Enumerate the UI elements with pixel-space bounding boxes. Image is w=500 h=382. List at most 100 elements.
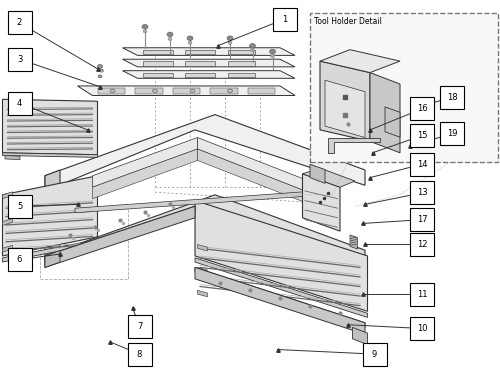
Circle shape — [227, 36, 233, 40]
FancyBboxPatch shape — [410, 233, 434, 256]
Circle shape — [167, 32, 173, 37]
Polygon shape — [185, 73, 215, 77]
Text: Tool Holder Detail: Tool Holder Detail — [314, 17, 382, 26]
Polygon shape — [45, 251, 60, 267]
Circle shape — [250, 49, 254, 52]
Circle shape — [190, 89, 195, 93]
Polygon shape — [310, 164, 325, 183]
Text: 12: 12 — [417, 240, 427, 249]
Polygon shape — [122, 48, 295, 55]
Polygon shape — [195, 201, 368, 311]
Polygon shape — [198, 149, 310, 204]
Text: 2: 2 — [17, 18, 22, 28]
Bar — [40, 208, 128, 279]
Text: 8: 8 — [137, 350, 142, 359]
Polygon shape — [370, 73, 400, 153]
Circle shape — [228, 41, 232, 44]
Polygon shape — [2, 176, 98, 256]
Polygon shape — [195, 267, 365, 334]
FancyBboxPatch shape — [440, 86, 464, 109]
FancyBboxPatch shape — [410, 153, 434, 176]
Polygon shape — [2, 219, 12, 225]
Polygon shape — [45, 195, 365, 267]
Text: 5: 5 — [17, 202, 22, 211]
Polygon shape — [302, 168, 355, 187]
Circle shape — [100, 69, 103, 72]
Polygon shape — [352, 327, 368, 345]
FancyBboxPatch shape — [8, 48, 32, 71]
Text: 10: 10 — [417, 324, 427, 333]
FancyBboxPatch shape — [410, 181, 434, 204]
Circle shape — [110, 89, 115, 93]
Text: 7: 7 — [137, 322, 142, 331]
Circle shape — [228, 89, 232, 93]
Polygon shape — [185, 50, 215, 54]
Polygon shape — [45, 206, 195, 267]
Polygon shape — [5, 155, 20, 160]
Polygon shape — [195, 267, 365, 327]
Polygon shape — [78, 86, 295, 96]
Polygon shape — [198, 244, 207, 251]
FancyBboxPatch shape — [128, 343, 152, 366]
FancyBboxPatch shape — [440, 122, 464, 145]
Polygon shape — [2, 153, 98, 157]
FancyBboxPatch shape — [410, 317, 434, 340]
Text: 18: 18 — [446, 93, 458, 102]
Polygon shape — [45, 170, 60, 256]
Text: 15: 15 — [417, 131, 427, 140]
Polygon shape — [142, 61, 172, 66]
Circle shape — [187, 36, 193, 40]
FancyBboxPatch shape — [410, 283, 434, 306]
Text: 4: 4 — [17, 99, 22, 108]
FancyBboxPatch shape — [410, 124, 434, 147]
Polygon shape — [210, 88, 238, 94]
Polygon shape — [185, 61, 215, 66]
Polygon shape — [122, 59, 295, 67]
Circle shape — [143, 30, 147, 33]
Polygon shape — [195, 258, 368, 317]
FancyBboxPatch shape — [8, 248, 32, 271]
Text: 17: 17 — [416, 215, 428, 224]
Polygon shape — [142, 50, 172, 54]
Polygon shape — [75, 191, 315, 213]
Circle shape — [98, 65, 102, 68]
Polygon shape — [142, 73, 172, 77]
Text: 19: 19 — [447, 129, 457, 138]
FancyBboxPatch shape — [362, 343, 386, 366]
Polygon shape — [325, 80, 365, 138]
Polygon shape — [92, 149, 198, 199]
Polygon shape — [198, 290, 207, 297]
Circle shape — [152, 89, 158, 93]
Circle shape — [188, 41, 192, 44]
Polygon shape — [302, 174, 340, 231]
Polygon shape — [2, 192, 12, 199]
FancyBboxPatch shape — [128, 315, 152, 338]
FancyBboxPatch shape — [272, 8, 296, 31]
Polygon shape — [198, 138, 310, 193]
FancyBboxPatch shape — [410, 97, 434, 120]
Polygon shape — [2, 245, 12, 252]
Bar — [310, 13, 498, 162]
Circle shape — [250, 44, 256, 48]
Polygon shape — [228, 73, 255, 77]
Polygon shape — [320, 61, 370, 141]
Text: 11: 11 — [417, 290, 427, 299]
FancyBboxPatch shape — [8, 11, 32, 34]
Circle shape — [270, 49, 276, 54]
Text: 13: 13 — [416, 188, 428, 197]
Polygon shape — [228, 50, 255, 54]
Polygon shape — [122, 71, 295, 78]
Polygon shape — [198, 267, 207, 274]
Polygon shape — [172, 88, 200, 94]
Polygon shape — [2, 99, 98, 155]
Circle shape — [98, 75, 102, 78]
Text: 16: 16 — [416, 104, 428, 113]
Polygon shape — [385, 107, 400, 137]
Polygon shape — [45, 115, 365, 191]
Circle shape — [168, 37, 172, 40]
Text: 6: 6 — [17, 255, 22, 264]
FancyBboxPatch shape — [8, 92, 32, 115]
Circle shape — [142, 24, 148, 29]
Polygon shape — [45, 206, 195, 261]
Polygon shape — [248, 88, 275, 94]
